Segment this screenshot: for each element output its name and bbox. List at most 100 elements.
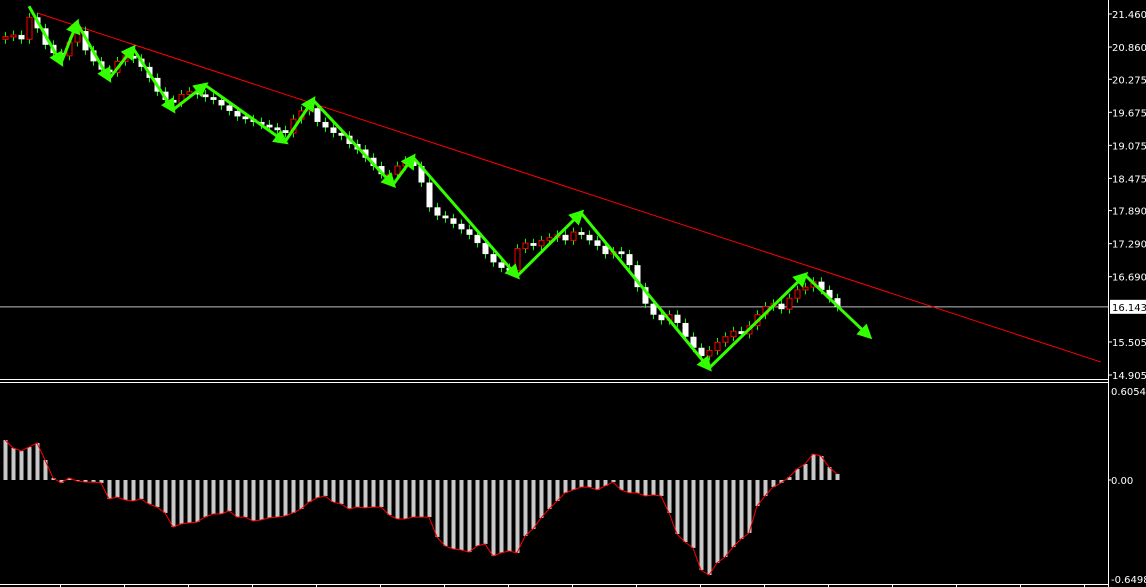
macd-bar: [635, 480, 640, 493]
candle-bearish: [778, 303, 785, 310]
zigzag-arrow: [579, 211, 712, 372]
macd-bar: [467, 480, 472, 553]
macd-panel: [3, 439, 840, 576]
zigzag-arrow: [107, 44, 136, 80]
macd-bar: [699, 480, 704, 570]
macd-bar: [451, 480, 456, 549]
macd-bar: [147, 480, 152, 504]
candle-bearish: [562, 234, 569, 241]
macd-bar: [827, 467, 832, 480]
candle-bullish: [26, 16, 33, 40]
macd-bar: [163, 480, 168, 513]
macd-bar: [683, 480, 688, 543]
macd-tick-label: -0.6498: [1111, 575, 1146, 586]
candle-bearish: [634, 265, 641, 288]
y-tick-label: 14.905: [1112, 371, 1146, 382]
zigzag-arrow: [131, 47, 176, 114]
macd-bar: [667, 480, 672, 513]
macd-bar: [99, 480, 104, 483]
candle-bearish: [474, 234, 481, 244]
candle-bearish: [650, 303, 657, 315]
macd-bar: [339, 480, 344, 504]
macd-signal-line: [4, 439, 838, 576]
macd-bar: [627, 480, 632, 493]
macd-bar: [811, 453, 816, 480]
zigzag-arrow: [311, 98, 397, 188]
candle-bearish: [682, 322, 689, 337]
macd-bar: [395, 480, 400, 519]
macd-bar: [259, 480, 264, 520]
candle-bearish: [466, 229, 473, 235]
candle-bearish: [834, 298, 841, 307]
macd-bar: [723, 480, 728, 558]
zigzag-arrow: [27, 5, 64, 67]
candle-bearish: [818, 281, 825, 290]
macd-bar: [611, 480, 616, 483]
macd-bar: [139, 480, 144, 499]
candle-bearish: [642, 287, 649, 304]
macd-bar: [595, 480, 600, 490]
macd-bar: [715, 480, 720, 563]
candle-bullish: [714, 341, 721, 351]
macd-tick-label: 0.6054: [1111, 387, 1146, 398]
y-tick-label: 17.290: [1112, 240, 1146, 251]
candle-bearish: [442, 215, 449, 219]
macd-bar: [371, 480, 376, 508]
macd-bar: [747, 480, 752, 533]
candle-bearish: [482, 243, 489, 255]
candle-bullish: [2, 36, 9, 40]
candle-bearish: [530, 243, 537, 246]
macd-bar: [795, 468, 800, 480]
y-tick-label: 18.475: [1112, 174, 1146, 185]
candle-bearish: [90, 50, 97, 62]
current-price-box: [1110, 299, 1146, 314]
macd-bar: [443, 480, 448, 547]
candle-bullish: [706, 349, 713, 357]
macd-bar: [771, 480, 776, 488]
candle-bullish: [802, 286, 809, 291]
macd-bar: [515, 480, 520, 553]
candle-bearish: [458, 223, 465, 230]
candle-bullish: [394, 165, 401, 175]
macd-bar: [787, 477, 792, 480]
macd-bar: [3, 440, 8, 480]
candle-bearish: [674, 314, 681, 323]
macd-bar: [219, 480, 224, 514]
candle-bearish: [226, 105, 233, 111]
candle-bearish: [738, 331, 745, 334]
candle-bearish: [282, 130, 289, 133]
macd-bar: [51, 477, 56, 480]
y-tick-label: 17.890: [1112, 207, 1146, 218]
zigzag-arrow: [391, 153, 416, 186]
candle-bearish: [826, 289, 833, 299]
macd-bar: [43, 460, 48, 480]
macd-bar: [211, 480, 216, 514]
macd-bar: [195, 480, 200, 523]
candle-bullish: [514, 248, 521, 272]
macd-bar: [643, 480, 648, 497]
current-price-label: 16.143: [1112, 303, 1146, 314]
candle-bearish: [378, 166, 385, 175]
macd-bar: [115, 480, 120, 498]
candle-bearish: [578, 232, 585, 235]
candle-bearish: [586, 234, 593, 241]
macd-bar: [475, 480, 480, 547]
macd-bar: [187, 480, 192, 523]
zigzag-arrow: [707, 271, 809, 370]
macd-bar: [59, 480, 64, 483]
candle-bearish: [418, 166, 425, 183]
macd-bar: [579, 480, 584, 488]
trendline: [36, 12, 1102, 363]
macd-bar: [547, 480, 552, 509]
macd-bar: [411, 480, 416, 518]
macd-bar: [243, 480, 248, 518]
macd-bar: [123, 480, 128, 500]
macd-bar: [755, 480, 760, 507]
macd-bar: [691, 480, 696, 548]
candle-bearish: [618, 251, 625, 255]
candle-bearish: [314, 108, 321, 122]
zigzag-arrow: [172, 82, 209, 112]
macd-bar: [819, 456, 824, 480]
macd-bar: [171, 480, 176, 528]
